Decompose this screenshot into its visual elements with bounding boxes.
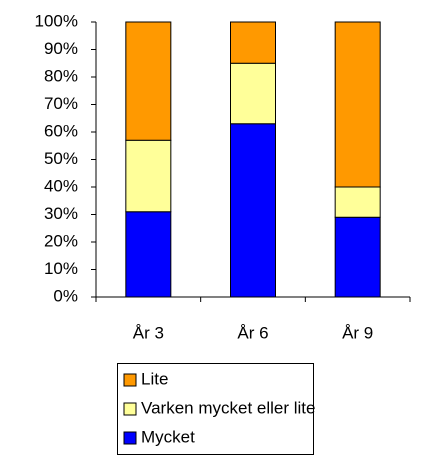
legend-swatch [123, 402, 137, 416]
legend-swatch [123, 431, 137, 445]
legend-label: Mycket [141, 427, 195, 446]
legend-box [117, 363, 314, 455]
y-tick-label: 100% [35, 11, 78, 30]
y-tick-label: 80% [44, 66, 78, 85]
y-tick-label: 0% [53, 286, 78, 305]
bar-segment [334, 216, 381, 298]
legend-swatch [123, 373, 137, 387]
bar-segment [125, 211, 172, 298]
bar-segment [125, 139, 172, 213]
y-tick-label: 50% [44, 149, 78, 168]
x-tick-label: År 9 [342, 323, 373, 342]
x-tick-label: År 6 [237, 323, 268, 342]
bar-segment [230, 123, 276, 298]
y-tick-label: 90% [44, 39, 78, 58]
bar-segment [125, 21, 172, 141]
y-tick-label: 70% [44, 94, 78, 113]
legend-label: Varken mycket eller lite [141, 398, 315, 417]
bar-segment [230, 21, 276, 64]
y-tick-label: 10% [44, 259, 78, 278]
legend-label: Lite [141, 369, 168, 388]
x-tick-label: År 3 [133, 323, 164, 342]
bar-segment [334, 186, 381, 218]
bar-segment [334, 21, 381, 188]
y-tick-label: 40% [44, 176, 78, 195]
bar-segment [230, 62, 276, 125]
y-tick-label: 30% [44, 204, 78, 223]
y-tick-label: 60% [44, 121, 78, 140]
y-tick-label: 20% [44, 231, 78, 250]
